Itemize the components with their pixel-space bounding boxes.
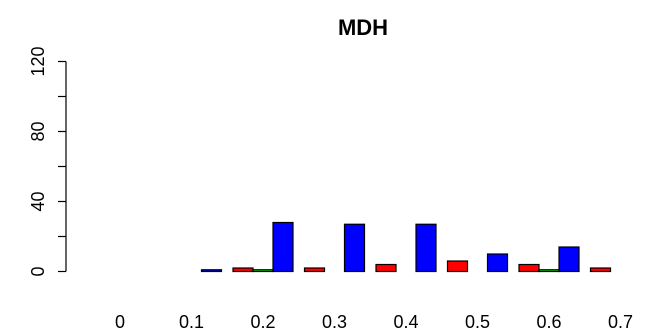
bar-0.3-series-3 — [343, 223, 366, 273]
bar-0.6-series-3 — [558, 246, 580, 273]
y-tick-label: 120 — [28, 46, 48, 76]
x-tick-label: 0.6 — [536, 312, 561, 332]
bar-0.5-series-3 — [486, 253, 509, 273]
x-tick-label: 0.7 — [608, 312, 633, 332]
y-tick-label: 40 — [28, 191, 48, 211]
bars — [200, 221, 612, 273]
y-axis: 0 40 80 120 — [28, 46, 67, 277]
bar-0.2-series-2 — [252, 269, 274, 273]
bar-0.1-series-3 — [200, 269, 223, 273]
bar-0.5-series-1 — [446, 260, 469, 273]
bar-0.3-series-1 — [303, 267, 326, 273]
x-tick-label: 0.4 — [393, 312, 418, 332]
x-tick-label: 0.2 — [250, 312, 275, 332]
x-tick-label: 0 — [115, 312, 125, 332]
bar-0.6-series-2 — [538, 269, 560, 273]
chart-title: MDH — [338, 15, 388, 40]
x-tick-label: 0.3 — [322, 312, 347, 332]
bar-0.4-series-3 — [415, 223, 437, 273]
bar-0.7-series-1 — [589, 267, 612, 273]
x-tick-label: 0.5 — [465, 312, 490, 332]
bar-0.4-series-1 — [375, 263, 397, 273]
x-tick-label: 0.1 — [179, 312, 204, 332]
x-axis-labels: 00.10.20.30.40.50.60.71 — [115, 312, 633, 332]
bar-0.2-series-1 — [232, 267, 254, 273]
y-tick-label: 0 — [28, 266, 48, 276]
bar-0.2-series-3 — [272, 221, 294, 273]
y-tick-label: 80 — [28, 121, 48, 141]
bar-0.6-series-1 — [518, 263, 540, 273]
